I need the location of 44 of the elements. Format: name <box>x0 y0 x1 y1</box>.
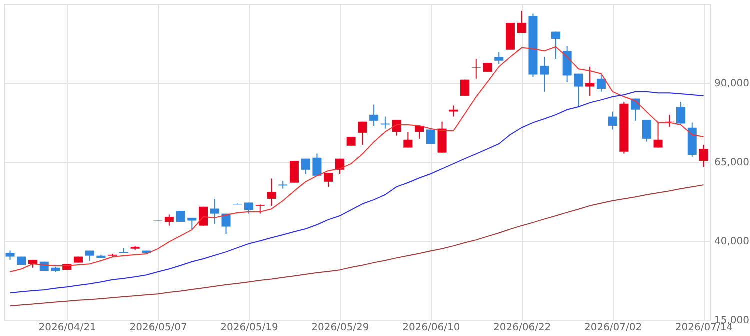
candlestick <box>676 101 686 124</box>
candlestick <box>358 121 368 146</box>
candlestick <box>324 172 334 188</box>
candlestick <box>608 111 618 130</box>
candlestick <box>642 119 652 142</box>
candlestick <box>472 58 481 80</box>
candlestick <box>404 131 413 148</box>
line-series <box>10 46 704 272</box>
y-tick-label: 90,000 <box>714 78 750 90</box>
y-tick-label: 65,000 <box>714 158 750 168</box>
x-tick-label: 2026/06/22 <box>494 322 552 334</box>
candlestick <box>449 105 458 118</box>
candlestick <box>392 119 402 136</box>
candlestick <box>164 214 174 226</box>
candlestick <box>290 160 299 184</box>
x-tick-label: 2026/05/19 <box>220 322 278 334</box>
candlestick <box>370 104 379 126</box>
candlestick <box>256 204 265 214</box>
candlestick <box>654 121 663 148</box>
candlestick <box>551 31 560 60</box>
candlestick <box>460 79 470 96</box>
candlestick <box>301 158 310 175</box>
x-tick-label: 2026/05/29 <box>312 322 370 334</box>
x-tick-label: 2026/07/02 <box>584 322 642 334</box>
candlestick <box>426 129 436 144</box>
x-tick-label: 2026/04/21 <box>38 322 96 334</box>
candlestick <box>267 178 276 206</box>
candlestick <box>210 198 220 224</box>
candlestick <box>574 73 584 108</box>
line-series <box>10 184 704 307</box>
candlestick <box>415 125 424 140</box>
candlestick <box>596 73 606 92</box>
candlestick <box>699 144 708 168</box>
candlestick <box>6 250 15 260</box>
candlestick <box>335 158 344 175</box>
line-series <box>10 91 704 294</box>
y-tick-label: 40,000 <box>714 236 750 248</box>
x-tick-label: 2026/06/10 <box>402 322 460 334</box>
candlestick <box>312 153 322 176</box>
candlestick <box>517 10 526 34</box>
candlestick <box>586 66 595 96</box>
candlestick <box>540 56 550 92</box>
candlestick <box>494 52 504 65</box>
x-tick-label: 2026/05/07 <box>130 322 188 334</box>
